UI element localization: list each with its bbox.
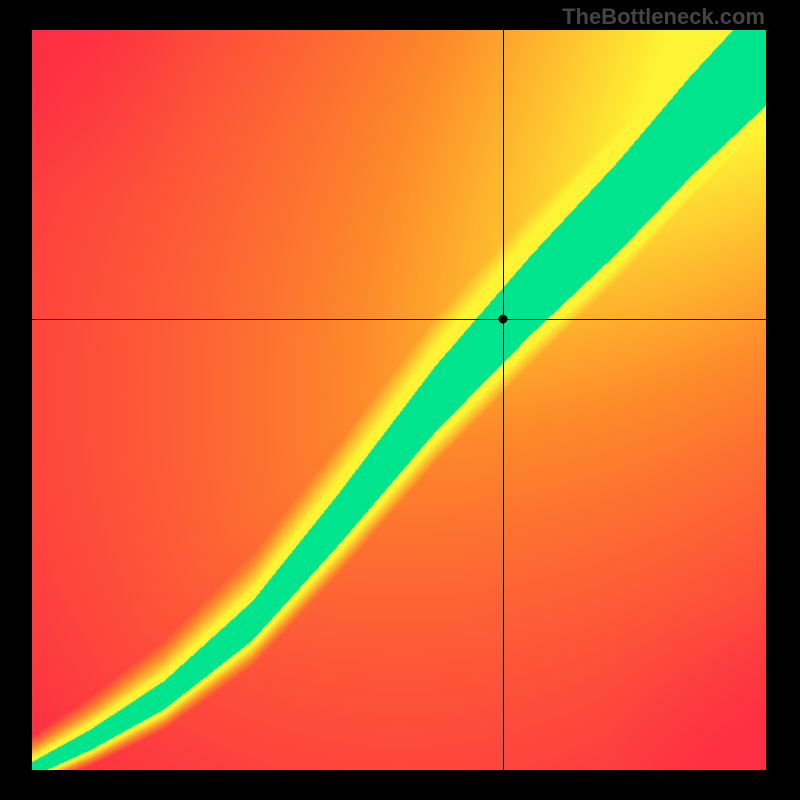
crosshair-marker: [499, 315, 508, 324]
chart-container: TheBottleneck.com: [0, 0, 800, 800]
crosshair-horizontal: [32, 319, 766, 320]
crosshair-vertical: [503, 30, 504, 770]
watermark-text: TheBottleneck.com: [562, 4, 765, 30]
heatmap-canvas: [32, 30, 766, 770]
plot-area: [32, 30, 766, 770]
